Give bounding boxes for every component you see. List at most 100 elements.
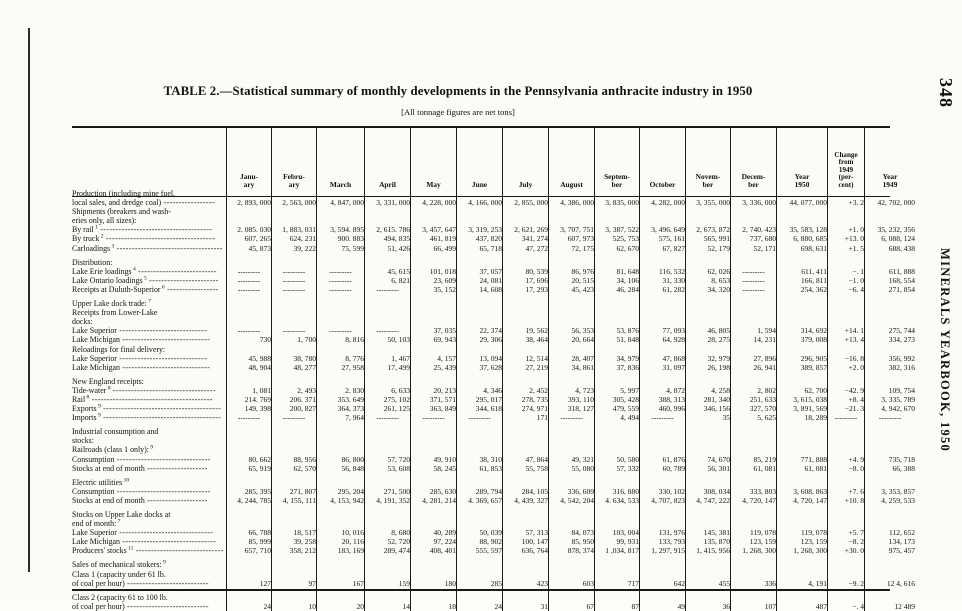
row-label-reload-lake-superior: Lake Superior --------------------------… [72,353,208,363]
cell-duluth-superior-dec: --------- [730,284,777,295]
cell-upper-lake-head-mar [316,299,365,309]
row-spacer-cell [364,555,411,561]
footnote-marker: 9 [96,412,101,419]
cell-reload-lake-michigan-jun: 37, 628 [456,362,503,372]
cell-railroads-head-yr1950 [776,445,828,455]
cell-distribution-head-jul [502,257,549,267]
cell-reloadings-head-aug [548,344,595,354]
row-spacer-cell [639,472,686,478]
cell-eu-consumption-feb: 271, 807 [271,486,317,496]
row-spacer-cell [410,587,457,593]
footnote-marker: 9 [96,403,101,410]
column-header-yr1949: Year 1949 [864,127,915,189]
cell-shipments-head-yr1949 [864,216,915,226]
row-label-stokers-head: Sales of mechanical stokers: 9 [72,559,166,570]
cell-upper-lake-stocks-head-oct [639,519,686,529]
cell-exports-may: 363, 849 [410,404,457,414]
cell-producers-stocks-may: 408, 401 [410,546,457,556]
cell-rr-stocks-yr1950: 61, 081 [776,463,828,473]
row-spacer-cell [226,555,272,561]
cell-receipts-lower-lake-head-jan [226,308,272,318]
cell-duluth-superior-yr1949: 271, 854 [864,284,915,295]
row-label-rr-stocks: Stocks at end of month -----------------… [72,463,208,473]
statistical-summary-table: Janu-ary Febru-ary March April May June July Au… [72,127,915,611]
row-label-stoker-class1: Class 1 (capacity under 61 lb. [72,569,166,579]
cell-receipts-lake-michigan-mar: 8, 816 [316,335,365,345]
cell-eu-stocks-apr: 4, 191, 352 [364,495,411,505]
row-spacer-cell [502,371,549,377]
cell-electric-utilities-head-dec [730,477,777,487]
row-label-by-truck: By truck 2 -----------------------------… [72,233,215,244]
table-header: Janu-ary Febru-ary March April May June July Au… [72,127,915,189]
cell-eu-consumption-apr: 271, 500 [364,486,411,496]
cell-stoker-class2-may: 18 [410,601,457,611]
cell-stocks-lake-michigan-yr1950: 123, 159 [776,537,828,547]
cell-upper-lake-stocks-head-aug [548,510,595,520]
cell-new-england-head-nov [685,376,731,386]
cell-upper-lake-head-change [827,299,865,309]
cell-receipts-lake-michigan-dec: 14, 231 [730,335,777,345]
cell-stoker-class2-aug [548,592,595,602]
cell-upper-lake-stocks-head-change [827,510,865,520]
cell-rr-stocks-oct: 60, 789 [639,463,686,473]
cell-stoker-class2-jun: 24 [456,601,503,611]
cell-railroads-head-apr [364,445,411,455]
row-label-carloadings: Carloadings 3 --------------------------… [72,242,223,253]
cell-receipts-lake-superior-yr1950: 314, 692 [776,326,828,336]
table-row: Upper Lake dock trade: 7 [72,298,915,309]
cell-industrial-head-aug [548,436,595,446]
row-spacer-cell [226,294,272,300]
cell-reloadings-head-yr1950 [776,344,828,354]
cell-stoker-class1-jul [502,569,549,579]
cell-eu-consumption-yr1949: 3, 353, 857 [864,486,915,496]
row-spacer-cell [730,371,777,377]
cell-imports-nov: 35 [685,413,731,423]
leader-dots: ----------------------------------- [114,243,223,253]
row-spacer-cell [271,505,317,510]
column-header-oct: October [639,127,686,189]
cell-new-england-head-sep [594,376,640,386]
leader-dots: ----------------- [161,198,216,208]
cell-shipments-head-dec [730,207,777,217]
cell-rr-stocks-change: −8. 0 [827,463,865,473]
cell-stokers-head-jun [456,560,503,570]
row-label-exports: Exports 9 ------------------------------… [72,403,222,414]
row-label-lake-ontario: Lake Ontario loadings 5 ----------------… [72,275,219,285]
row-spacer-cell [594,555,640,561]
cell-rail-jan: 214. 769 [226,394,272,405]
footnote-marker: 8 [85,394,90,401]
cell-production-yr1949: 42, 702, 000 [864,198,915,208]
cell-electric-utilities-head-may [410,477,457,487]
cell-shipments-head-nov [685,207,731,217]
cell-industrial-head-jul [502,436,549,446]
row-spacer-cell [548,294,595,300]
row-spacer-cell [776,587,828,593]
cell-lake-erie-feb: --------- [271,266,317,276]
cell-tide-water-jun: 4, 346 [456,385,503,395]
cell-reloadings-head-nov [685,344,731,354]
row-spacer-cell [271,555,317,561]
cell-stokers-head-may [410,560,457,570]
row-spacer-cell [548,587,595,593]
row-label-stocks-lake-superior: Lake Superior --------------------------… [72,528,214,538]
leader-dots: --------------------------------------- [100,413,222,423]
row-label-producers-stocks: Producers' stocks 11 -------------------… [72,545,224,556]
table-row: Imports 9 ------------------------------… [72,412,915,423]
footnote-marker: 3 [110,242,115,249]
cell-production-jan [226,189,272,199]
cell-stocks-lake-superior-nov: 145, 381 [685,528,731,538]
row-spacer-cell [685,587,731,593]
cell-stocks-lake-superior-jan: 66, 788 [226,528,272,538]
cell-shipments-head-dec [730,216,777,226]
cell-tide-water-yr1949: 109, 754 [864,385,915,395]
cell-industrial-head-sep [594,436,640,446]
cell-stokers-head-change [827,560,865,570]
table-row: Class 1 (capacity under 61 lb. [72,569,915,579]
cell-receipts-lower-lake-head-change [827,317,865,327]
leader-dots: -------------------- [144,463,208,473]
footnote-marker: 7 [146,298,151,305]
cell-electric-utilities-head-oct [639,477,686,487]
cell-new-england-head-feb [271,376,317,386]
cell-railroads-head-jul [502,445,549,455]
cell-upper-lake-head-nov [685,299,731,309]
